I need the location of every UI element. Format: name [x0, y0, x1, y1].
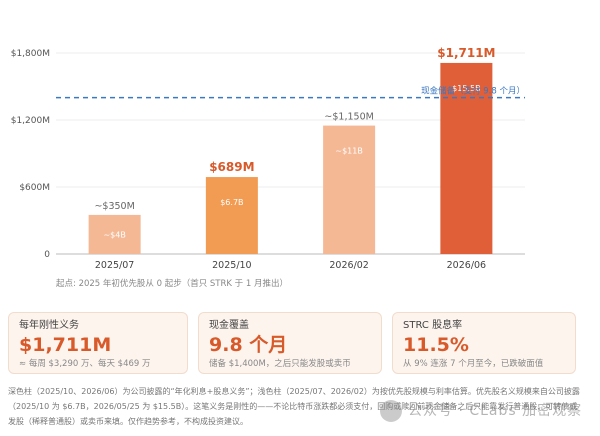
- bar-value-label: $1,711M: [437, 46, 495, 60]
- card-title: 现金覆盖: [209, 320, 249, 331]
- x-axis-ticks: 2025/07 2025/10 2026/02 2026/06: [95, 260, 486, 271]
- card-value: 11.5%: [403, 334, 469, 356]
- card-subtext: 储备 $1,400M，之后只能发股或卖币: [209, 359, 351, 369]
- card-title: 每年刚性义务: [19, 320, 79, 331]
- bar: [88, 214, 141, 254]
- reference-line-label: 现金储备（支付 9.8 个月）: [421, 86, 525, 97]
- footnote-line: 深色柱（2025/10、2026/06）为公司披露的“年化利息+股息义务”；浅色…: [8, 387, 580, 396]
- bar: [440, 62, 493, 255]
- card-title: STRC 股息率: [403, 320, 463, 331]
- watermark: 公众号 · CLabs 加密观察: [380, 400, 582, 422]
- card-value: 9.8 个月: [209, 334, 288, 356]
- revenue-obligation-chart: 0 $600M $1,200M $1,800M ~$350M ~$4B $689M $6.7…: [11, 46, 525, 289]
- x-tick-label: 2025/10: [212, 260, 251, 271]
- bar-value-label: ~$350M: [94, 201, 134, 212]
- card-value: $1,711M: [19, 334, 112, 356]
- bars: ~$350M ~$4B $689M $6.7B ~$1,150M ~$11B $1,711M…: [88, 46, 496, 255]
- card-subtext: 从 9% 连涨 7 个月至今，已跌破面值: [403, 359, 544, 369]
- x-tick-label: 2026/06: [447, 260, 486, 271]
- bar: [323, 125, 376, 254]
- summary-cards: 每年刚性义务 $1,711M ≈ 每周 $3,290 万、每天 $469 万 现…: [8, 312, 592, 374]
- y-tick-label: $1,800M: [11, 49, 50, 59]
- bar-inner-label: ~$11B: [335, 147, 362, 156]
- card-annual-obligation: 每年刚性义务 $1,711M ≈ 每周 $3,290 万、每天 $469 万: [8, 312, 188, 374]
- x-tick-label: 2025/07: [95, 260, 134, 271]
- x-tick-label: 2026/02: [329, 260, 368, 271]
- footnote-line: （2025/10 为 $6.7B，2026/05/25 为 $15.5B）。这笔…: [8, 402, 578, 411]
- footnote: 深色柱（2025/10、2026/06）为公司披露的“年化利息+股息义务”；浅色…: [8, 384, 592, 429]
- bar: [205, 177, 258, 254]
- x-axis-note: 起点: 2025 年初优先股从 0 起步（首只 STRK 于 1 月推出）: [56, 278, 288, 289]
- bar-value-label: ~$1,150M: [324, 112, 373, 123]
- bar-value-label: $689M: [209, 160, 254, 174]
- wechat-icon: [380, 400, 402, 422]
- bar-inner-label: ~$4B: [103, 230, 125, 239]
- reference-line: 现金储备（支付 9.8 个月）: [56, 86, 525, 99]
- bar-inner-label: $6.7B: [220, 198, 243, 207]
- y-tick-label: $600M: [19, 183, 50, 193]
- bar-inner-label: $15.5B: [452, 84, 480, 93]
- y-tick-label: 0: [44, 250, 50, 260]
- card-subtext: ≈ 每周 $3,290 万、每天 $469 万: [19, 359, 151, 369]
- card-cash-coverage: 现金覆盖 9.8 个月 储备 $1,400M，之后只能发股或卖币: [198, 312, 382, 374]
- watermark-text: 公众号 · CLabs 加密观察: [408, 403, 583, 419]
- footnote-line: 发股（稀释普通股）或卖币来填。仅作趋势参考，不构成投资建议。: [8, 417, 248, 426]
- y-axis-ticks: 0 $600M $1,200M $1,800M: [11, 49, 51, 260]
- card-strc-yield: STRC 股息率 11.5% 从 9% 连涨 7 个月至今，已跌破面值: [392, 312, 576, 374]
- y-tick-label: $1,200M: [11, 116, 50, 126]
